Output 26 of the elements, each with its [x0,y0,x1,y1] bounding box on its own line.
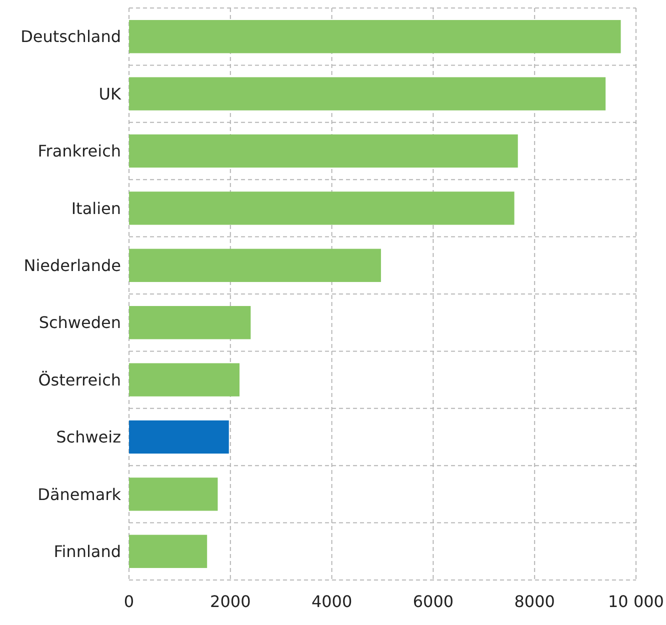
bar [129,534,208,568]
bar [129,248,381,282]
y-tick-label: Niederlande [24,256,121,275]
x-tick-label: 2000 [210,592,251,611]
x-tick-label: 8000 [514,592,555,611]
bar [129,77,606,110]
x-tick-label: 0 [124,592,134,611]
x-tick-label: 10 000 [608,592,664,611]
y-tick-label: Italien [71,198,121,218]
y-tick-label: Schweiz [56,428,121,447]
bar [129,134,518,168]
y-tick-label: Frankreich [38,142,121,161]
x-tick-label: 4000 [311,592,352,611]
y-tick-label: Dänemark [38,484,122,504]
y-tick-label: Schweden [38,313,121,332]
x-tick-label: 6000 [412,592,454,611]
bar [129,192,514,225]
y-tick-label: Finnland [54,542,121,561]
bar [129,478,218,511]
bar [129,306,251,340]
y-tick-label: Österreich [38,370,121,390]
y-tick-label: UK [98,84,122,104]
bar [129,20,621,54]
bar [129,363,240,396]
bar [129,420,229,454]
y-tick-label: Deutschland [20,27,121,46]
